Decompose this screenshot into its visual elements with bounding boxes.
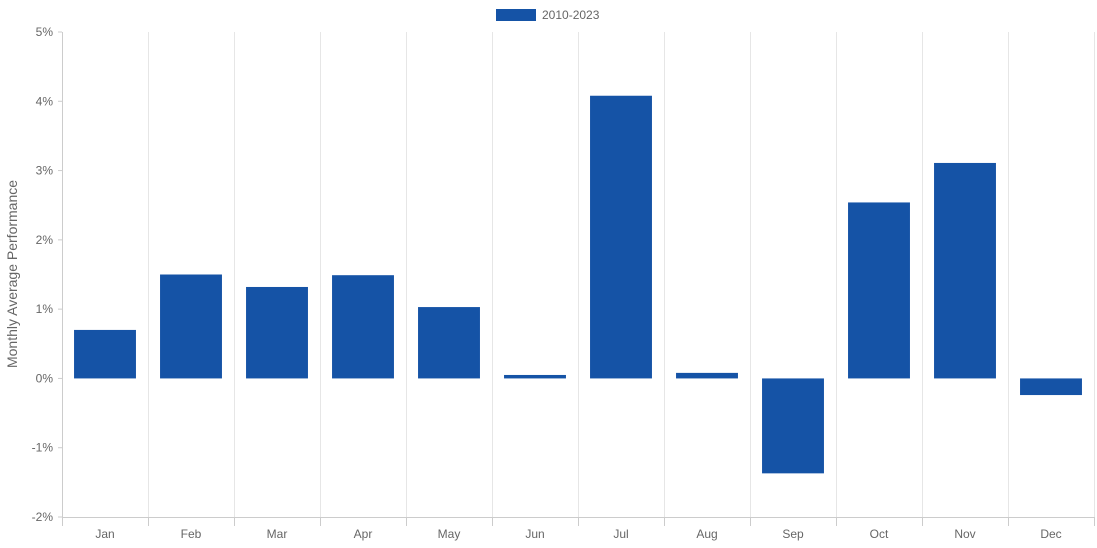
- bar-sep[interactable]: [762, 378, 824, 474]
- x-tick-label: Dec: [1040, 527, 1061, 541]
- y-tick-label: -1%: [32, 441, 54, 455]
- bar-feb[interactable]: [160, 274, 222, 379]
- bar-jan[interactable]: [74, 329, 136, 379]
- bar-may[interactable]: [418, 307, 480, 379]
- x-axis-ticks: Jan Feb Mar Apr May Jun Jul Aug Sep Oct Nov Dec: [62, 517, 1095, 541]
- vertical-gridlines: [148, 32, 1095, 517]
- legend-label-2010-2023: 2010-2023: [542, 8, 600, 22]
- x-tick-label: Jul: [613, 527, 628, 541]
- y-tick-label: 3%: [36, 164, 54, 178]
- x-tick-label: Jun: [525, 527, 544, 541]
- x-tick-label: Nov: [954, 527, 975, 541]
- bar-oct[interactable]: [848, 202, 910, 379]
- y-tick-label: 5%: [36, 25, 54, 39]
- y-tick-label: -2%: [32, 510, 54, 524]
- bar-aug[interactable]: [676, 372, 738, 379]
- bar-jul[interactable]: [590, 95, 652, 379]
- bar-dec[interactable]: [1020, 378, 1082, 396]
- y-tick-label: 4%: [36, 94, 54, 108]
- bars: [74, 95, 1082, 474]
- bar-nov[interactable]: [934, 162, 996, 379]
- x-tick-label: Feb: [181, 527, 202, 541]
- legend-swatch-2010-2023: [496, 9, 536, 21]
- y-axis-ticks: 5% 4% 3% 2% 1% 0% -1% -2%: [32, 25, 62, 524]
- x-tick-label: Jan: [95, 527, 114, 541]
- legend[interactable]: 2010-2023: [496, 8, 600, 22]
- x-tick-label: Apr: [354, 527, 373, 541]
- x-tick-label: Sep: [782, 527, 804, 541]
- x-tick-label: Mar: [267, 527, 288, 541]
- y-axis-title: Monthly Average Performance: [4, 180, 20, 368]
- bar-jun[interactable]: [504, 374, 566, 379]
- x-tick-label: May: [438, 527, 461, 541]
- bar-mar[interactable]: [246, 286, 308, 379]
- x-tick-label: Aug: [696, 527, 717, 541]
- x-tick-label: Oct: [870, 527, 889, 541]
- y-tick-label: 1%: [36, 302, 54, 316]
- bar-apr[interactable]: [332, 275, 394, 379]
- y-tick-label: 2%: [36, 233, 54, 247]
- y-tick-label: 0%: [36, 371, 54, 385]
